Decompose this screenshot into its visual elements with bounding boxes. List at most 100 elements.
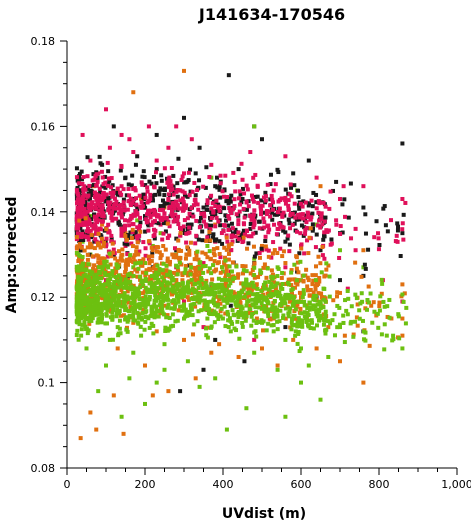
data-point [237,336,242,341]
data-point [171,270,176,275]
data-point [351,332,356,337]
data-point [318,184,323,189]
x-tick-label: 200 [135,478,156,491]
data-point [175,267,180,272]
data-point [306,211,311,216]
data-point [322,256,327,261]
data-point [135,240,140,245]
data-point [150,220,155,225]
data-point [241,315,246,320]
data-point [305,284,310,289]
data-point [81,237,86,242]
data-point [96,389,101,394]
data-point [209,162,214,167]
data-point [114,270,119,275]
data-point [259,288,264,293]
data-point [384,333,389,338]
data-point [94,228,99,233]
data-point [110,250,115,255]
data-point [85,309,90,314]
data-point [272,315,277,320]
data-point [117,300,122,305]
data-point [214,215,219,220]
data-point [102,240,107,245]
data-point [185,284,190,289]
data-point [122,204,127,209]
data-point [204,302,209,307]
data-point [217,184,222,189]
data-point [283,187,288,192]
data-point [204,224,209,229]
data-point [249,314,254,319]
data-point [146,208,151,213]
data-point [341,184,346,189]
data-point [192,198,197,203]
data-point [244,406,249,411]
data-point [134,196,139,201]
data-point [395,221,400,226]
data-point [198,270,203,275]
data-point [260,346,264,351]
data-point [166,302,171,307]
data-point [88,314,93,319]
data-point [182,193,187,198]
data-point [100,219,105,224]
data-point [103,273,108,278]
data-point [382,304,387,309]
data-point [79,169,84,174]
data-point [176,238,181,243]
data-point [123,277,128,282]
data-point [151,290,156,295]
data-point [103,185,108,190]
data-point [90,254,95,259]
data-point [107,210,112,215]
data-point [165,221,170,226]
data-point [213,303,218,308]
data-point [346,296,351,301]
data-point [270,217,275,222]
data-point [320,222,325,227]
data-point [170,252,175,257]
data-point [189,307,194,312]
data-point [116,297,121,302]
data-point [165,256,170,261]
data-point [96,231,101,236]
data-point [131,320,136,325]
data-point [130,173,135,178]
data-point [204,333,209,338]
data-point [244,183,249,188]
data-point [298,231,303,236]
data-point [359,274,364,279]
data-point [157,267,162,272]
data-point [209,193,214,198]
data-point [323,215,328,220]
data-point [323,204,328,209]
data-point [316,254,321,259]
data-point [160,207,165,212]
data-point [214,267,219,272]
data-point [337,255,342,260]
data-point [139,260,144,265]
data-point [214,294,219,299]
data-point [142,201,147,206]
data-point [92,212,97,217]
data-point [119,215,124,220]
data-point [136,315,141,320]
data-point [106,200,111,205]
data-point [80,181,85,186]
data-point [331,298,336,303]
data-point [283,325,288,330]
data-point [293,307,298,312]
data-point [104,242,109,247]
data-point [224,264,229,269]
data-point [228,303,233,308]
data-point [328,321,333,326]
data-point [170,213,175,218]
data-point [275,281,280,286]
data-point [135,236,140,241]
data-point [297,251,302,256]
data-point [97,242,102,247]
data-point [152,236,157,241]
data-point [95,179,100,184]
data-point [79,292,84,297]
